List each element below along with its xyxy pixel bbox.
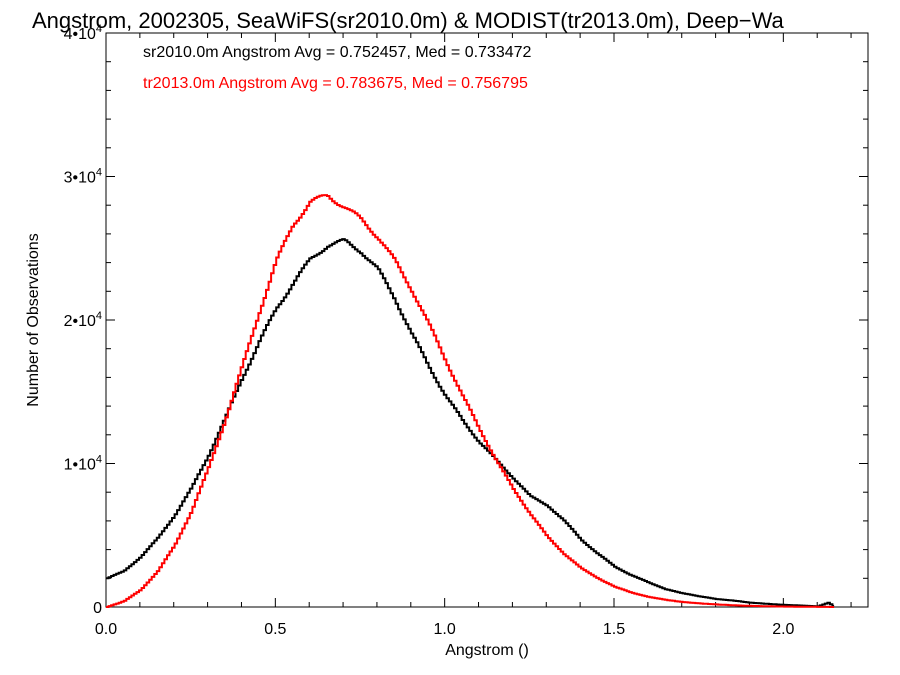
y-axis-label: Number of Observations (25, 233, 42, 406)
y-tick-label: 3•104 (64, 167, 102, 187)
x-tick-label: 0.5 (264, 621, 286, 638)
x-tick-label: 1.5 (603, 621, 625, 638)
y-tick-label: 0 (93, 600, 102, 617)
y-tick-label: 2•104 (64, 310, 102, 330)
x-tick-label: 0.0 (95, 621, 117, 638)
y-tick-label: 4•104 (64, 23, 102, 43)
legend-entry-2: tr2013.0m Angstrom Avg = 0.783675, Med =… (143, 75, 528, 92)
series-line-2 (106, 194, 835, 608)
x-tick-label: 1.0 (434, 621, 456, 638)
x-tick-label: 2.0 (772, 621, 794, 638)
axes-frame (105, 32, 869, 608)
x-axis-label: Angstrom () (445, 642, 529, 659)
legend-entry-1: sr2010.0m Angstrom Avg = 0.752457, Med =… (143, 44, 532, 61)
axis-ticks: 0.0 0.5 1.0 1.5 2.0 0 1•104 2•104 3•104 4•104 (64, 23, 868, 638)
plot-frame (105, 32, 869, 608)
y-tick-label: 1•104 (64, 454, 102, 474)
series-layer (106, 194, 835, 608)
series-line-1 (106, 238, 835, 608)
legend: sr2010.0m Angstrom Avg = 0.752457, Med =… (143, 44, 532, 92)
chart-title: Angstrom, 2002305, SeaWiFS(sr2010.0m) & … (32, 8, 785, 33)
